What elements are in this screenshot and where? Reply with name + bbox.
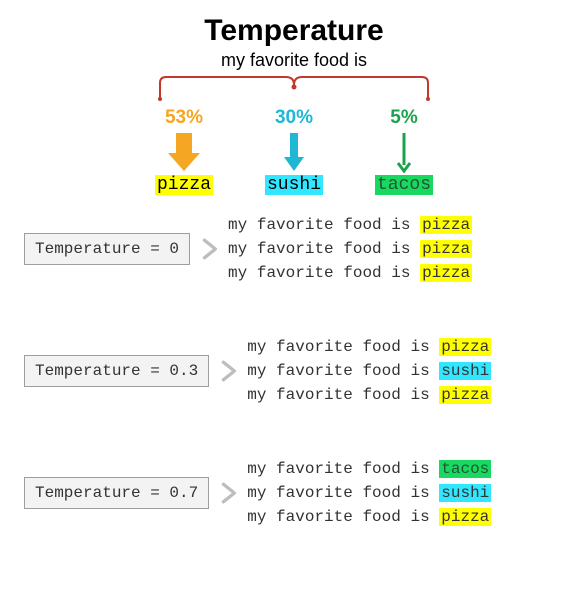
temperature-section: Temperature = 0.7 my favorite food is tac… — [0, 453, 588, 533]
output-line: my favorite food is pizza — [228, 213, 472, 237]
prob-col-pizza: 53% pizza — [145, 107, 223, 195]
output-token-sushi: sushi — [439, 484, 491, 502]
output-line: my favorite food is pizza — [247, 505, 491, 529]
token-pizza: pizza — [155, 175, 213, 195]
output-prefix: my favorite food is — [247, 460, 439, 478]
output-lines: my favorite food is pizzamy favorite foo… — [247, 335, 491, 407]
probability-header: 53% pizza 30% sushi 5% tacos — [0, 107, 588, 195]
chevron-right-icon — [219, 360, 241, 382]
output-prefix: my favorite food is — [247, 508, 439, 526]
chevron-right-icon — [200, 238, 222, 260]
output-line: my favorite food is pizza — [247, 383, 491, 407]
page-title: Temperature — [0, 0, 588, 48]
page-subtitle: my favorite food is — [0, 50, 588, 71]
output-token-tacos: tacos — [439, 460, 491, 478]
output-token-pizza: pizza — [420, 240, 472, 258]
output-token-pizza: pizza — [420, 216, 472, 234]
temperature-section: Temperature = 0 my favorite food is pizza… — [0, 209, 588, 289]
output-prefix: my favorite food is — [247, 386, 439, 404]
down-arrow-icon — [164, 131, 204, 173]
output-line: my favorite food is sushi — [247, 481, 491, 505]
chevron-right-icon — [219, 482, 241, 504]
bracket-icon — [154, 75, 434, 107]
output-lines: my favorite food is pizzamy favorite foo… — [228, 213, 472, 285]
prob-col-tacos: 5% tacos — [365, 107, 443, 195]
output-prefix: my favorite food is — [228, 264, 420, 282]
output-token-pizza: pizza — [439, 338, 491, 356]
output-prefix: my favorite food is — [247, 338, 439, 356]
output-line: my favorite food is tacos — [247, 457, 491, 481]
output-prefix: my favorite food is — [228, 216, 420, 234]
output-prefix: my favorite food is — [247, 484, 439, 502]
temperature-label-box: Temperature = 0 — [24, 233, 190, 265]
down-arrow-icon — [274, 131, 314, 173]
token-tacos: tacos — [375, 175, 433, 195]
pct-label: 5% — [390, 107, 417, 129]
output-sections: Temperature = 0 my favorite food is pizza… — [0, 209, 588, 533]
output-line: my favorite food is pizza — [228, 237, 472, 261]
output-line: my favorite food is pizza — [228, 261, 472, 285]
output-prefix: my favorite food is — [228, 240, 420, 258]
output-lines: my favorite food is tacosmy favorite foo… — [247, 457, 491, 529]
output-line: my favorite food is sushi — [247, 359, 491, 383]
output-line: my favorite food is pizza — [247, 335, 491, 359]
prob-col-sushi: 30% sushi — [255, 107, 333, 195]
down-arrow-icon — [384, 131, 424, 173]
temperature-label-box: Temperature = 0.3 — [24, 355, 209, 387]
pct-label: 30% — [275, 107, 313, 129]
temperature-label-box: Temperature = 0.7 — [24, 477, 209, 509]
pct-label: 53% — [165, 107, 203, 129]
output-token-pizza: pizza — [439, 386, 491, 404]
output-token-pizza: pizza — [439, 508, 491, 526]
temperature-section: Temperature = 0.3 my favorite food is piz… — [0, 331, 588, 411]
output-prefix: my favorite food is — [247, 362, 439, 380]
token-sushi: sushi — [265, 175, 323, 195]
output-token-pizza: pizza — [420, 264, 472, 282]
output-token-sushi: sushi — [439, 362, 491, 380]
